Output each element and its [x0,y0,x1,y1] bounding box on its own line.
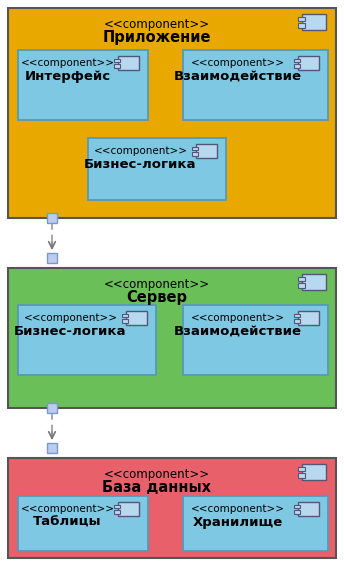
Bar [114,64,120,68]
Bar [298,467,305,471]
Bar [294,314,300,318]
Text: <<component>>: <<component>> [23,313,117,323]
Bar [294,505,300,508]
Text: <<component>>: <<component>> [191,504,285,514]
Bar [18,496,148,551]
Bar [18,50,148,120]
Text: <<component>>: <<component>> [104,468,210,481]
Bar [126,311,147,325]
Text: <<component>>: <<component>> [94,146,187,156]
Bar [298,277,305,281]
Text: <<component>>: <<component>> [191,58,285,68]
Bar [47,443,57,453]
Bar [8,8,336,218]
Bar [298,17,305,21]
Bar [192,146,198,150]
Bar [298,502,319,516]
Text: <<component>>: <<component>> [191,313,285,323]
Bar [298,23,305,28]
Text: Интерфейс: Интерфейс [24,70,110,83]
Bar [18,305,156,375]
Bar [183,50,328,120]
Text: Бизнес-логика: Бизнес-логика [84,158,197,171]
Bar [183,305,328,375]
Bar [192,152,198,156]
Bar [302,274,326,290]
Text: Сервер: Сервер [127,290,187,305]
Bar [8,458,336,558]
Bar [302,464,326,480]
Text: <<component>>: <<component>> [20,58,115,68]
Bar [302,14,326,30]
Bar [183,496,328,551]
Bar [114,505,120,508]
Text: Взаимодействие: Взаимодействие [174,70,302,83]
Bar [118,502,139,516]
Bar [294,510,300,514]
Text: Хранилище: Хранилище [193,516,283,529]
Text: Приложение: Приложение [103,30,211,45]
Text: <<component>>: <<component>> [104,278,210,291]
Bar [122,314,128,318]
Bar [47,403,57,413]
Bar [298,473,305,478]
Bar [294,59,300,63]
Text: <<component>>: <<component>> [20,504,115,514]
Text: Взаимодействие: Взаимодействие [174,325,302,338]
Text: Таблицы: Таблицы [33,516,102,529]
Bar [8,268,336,408]
Bar [114,510,120,514]
Bar [47,213,57,223]
Text: Бизнес-логика: Бизнес-логика [14,325,127,338]
Bar [47,253,57,263]
Bar [298,311,319,325]
Bar [118,56,139,70]
Bar [122,319,128,323]
Bar [298,283,305,288]
Bar [88,138,226,200]
Text: <<component>>: <<component>> [104,18,210,31]
Text: База данных: База данных [103,480,212,495]
Bar [294,319,300,323]
Bar [195,144,216,158]
Bar [298,56,319,70]
Bar [114,59,120,63]
Bar [294,64,300,68]
